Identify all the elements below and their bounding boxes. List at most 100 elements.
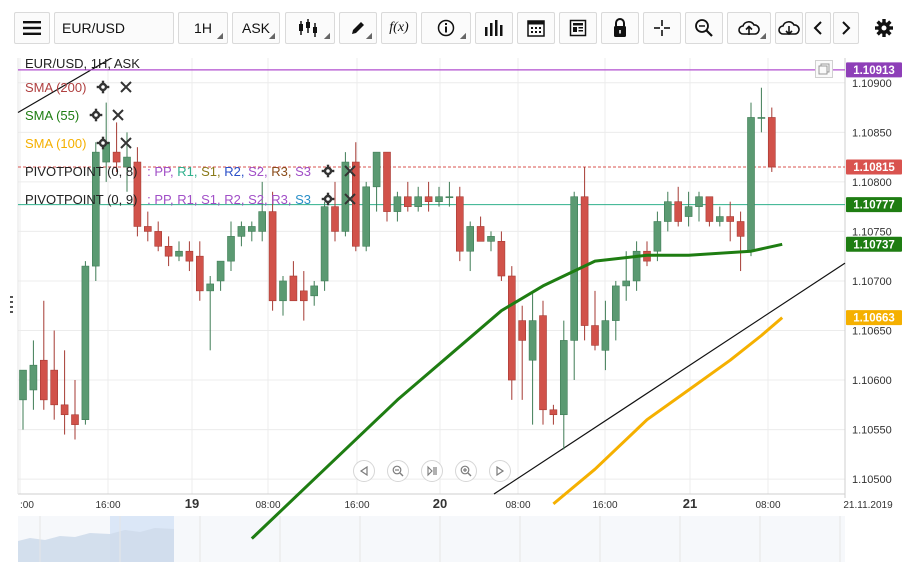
- nav-back-button[interactable]: [353, 460, 375, 482]
- fit-button[interactable]: [421, 460, 443, 482]
- candle-body: [549, 409, 558, 416]
- candle-body: [715, 216, 724, 222]
- candle-body: [351, 161, 360, 247]
- symbol-label: EUR/USD: [62, 20, 126, 36]
- timeframe-selector[interactable]: 1H ◢: [178, 12, 228, 44]
- chevron-left-icon: [813, 21, 822, 35]
- candle-body: [445, 196, 454, 199]
- gear-icon[interactable]: [96, 80, 110, 97]
- candle-body: [487, 236, 495, 242]
- price-tag-label: 1.10737: [853, 239, 895, 251]
- candle-body: [528, 320, 537, 361]
- candle-body: [279, 280, 287, 302]
- candle-body: [29, 364, 38, 391]
- legend-sma100[interactable]: SMA (100): [25, 136, 132, 153]
- x-tick-label: 08:00: [505, 500, 530, 511]
- candle-body: [362, 186, 371, 247]
- candle-body: [268, 211, 277, 302]
- sma55-label: SMA (55): [25, 108, 80, 123]
- scroll-right-button[interactable]: [833, 12, 859, 44]
- pivot2-label: PIVOTPOINT (0, 9): [25, 192, 138, 207]
- close-icon[interactable]: [344, 165, 356, 180]
- pivot2-r2: R2,: [224, 192, 245, 207]
- price-chart[interactable]: 1.10900 1.10850 1.10800 1.10750 1.10700 1.106…: [0, 52, 910, 569]
- hamburger-icon: [23, 21, 41, 35]
- y-tick-label: 1.10700: [852, 276, 892, 288]
- price-tag-label: 1.10777: [853, 200, 895, 212]
- candle-body: [133, 161, 142, 227]
- volume-button[interactable]: [475, 12, 513, 44]
- candle-body: [435, 196, 443, 202]
- pivot2-s2: S2,: [248, 192, 268, 207]
- legend-pivot1[interactable]: PIVOTPOINT (0, 8) : PP, R1, S1, R2, S2, …: [25, 164, 356, 181]
- candle-body: [393, 196, 402, 212]
- candle-body: [539, 315, 547, 411]
- sma200-label: SMA (200): [25, 80, 87, 95]
- candle-body: [71, 414, 79, 425]
- cloud-upload-icon: [738, 21, 760, 35]
- pivot1-label: PIVOTPOINT (0, 8): [25, 164, 138, 179]
- y-tick-label: 1.10600: [852, 375, 892, 387]
- maximize-icon: [818, 63, 830, 75]
- legend-sma55[interactable]: SMA (55): [25, 108, 125, 125]
- trend-line-lower: [493, 262, 846, 495]
- menu-button[interactable]: [14, 12, 50, 44]
- candle-body: [632, 250, 641, 282]
- nav-forward-button[interactable]: [489, 460, 511, 482]
- close-icon[interactable]: [119, 81, 132, 96]
- zoom-in-button[interactable]: [455, 460, 477, 482]
- x-tick-label: 08:00: [755, 500, 780, 511]
- candle-body: [497, 241, 506, 277]
- candle-body: [611, 285, 620, 321]
- candle-body: [726, 216, 735, 222]
- lock-button[interactable]: [601, 12, 639, 44]
- candle-body: [123, 156, 131, 168]
- pivot1-s3: S3: [295, 164, 311, 179]
- candle-body: [684, 206, 693, 217]
- close-icon[interactable]: [119, 137, 132, 152]
- candle-body: [601, 320, 610, 351]
- candle-body: [383, 151, 391, 212]
- indicators-button[interactable]: f(x): [381, 12, 417, 44]
- upload-button[interactable]: ◢: [727, 12, 771, 44]
- chart-area[interactable]: 1.10900 1.10850 1.10800 1.10750 1.10700 1.106…: [0, 52, 910, 569]
- info-button[interactable]: ◢: [421, 12, 471, 44]
- crosshair-icon: [654, 20, 670, 36]
- symbol-selector[interactable]: EUR/USD: [54, 12, 174, 44]
- gear-icon[interactable]: [96, 136, 110, 153]
- legend-sma200[interactable]: SMA (200): [25, 80, 132, 97]
- close-icon[interactable]: [344, 193, 356, 208]
- gear-icon[interactable]: [89, 108, 103, 125]
- draw-tool-button[interactable]: ◢: [339, 12, 377, 44]
- candle-body: [372, 151, 381, 188]
- scroll-left-button[interactable]: [805, 12, 831, 44]
- calendar-button[interactable]: [517, 12, 555, 44]
- chart-type-button[interactable]: ◢: [285, 12, 335, 44]
- zoom-out-button[interactable]: [387, 460, 409, 482]
- close-icon[interactable]: [112, 109, 125, 124]
- gear-icon[interactable]: [321, 192, 335, 209]
- crosshair-button[interactable]: [643, 12, 681, 44]
- calendar-icon: [527, 20, 545, 37]
- price-side-selector[interactable]: ASK ◢: [232, 12, 280, 44]
- maximize-button[interactable]: [815, 60, 833, 78]
- candle-body: [196, 255, 204, 292]
- zoom-button[interactable]: [685, 12, 723, 44]
- y-tick-label: 1.10500: [852, 474, 892, 486]
- legend-pivot2[interactable]: PIVOTPOINT (0, 9) : PP, R1, S1, R2, S2, …: [25, 192, 356, 209]
- candle-body: [580, 196, 589, 326]
- zoom-in-icon: [460, 465, 472, 477]
- gear-icon[interactable]: [321, 164, 335, 181]
- candles-icon: [299, 19, 317, 37]
- settings-button[interactable]: [866, 12, 902, 44]
- pivot1-r1: R1,: [177, 164, 198, 179]
- gear-icon: [875, 19, 893, 37]
- candle-body: [403, 196, 412, 207]
- triangle-right-icon: [496, 466, 505, 476]
- download-button[interactable]: [775, 12, 803, 44]
- news-button[interactable]: [559, 12, 597, 44]
- candle-body: [19, 369, 27, 401]
- candle-body: [757, 117, 766, 119]
- resize-handle[interactable]: [10, 296, 13, 316]
- pivot1-r3: R3,: [271, 164, 292, 179]
